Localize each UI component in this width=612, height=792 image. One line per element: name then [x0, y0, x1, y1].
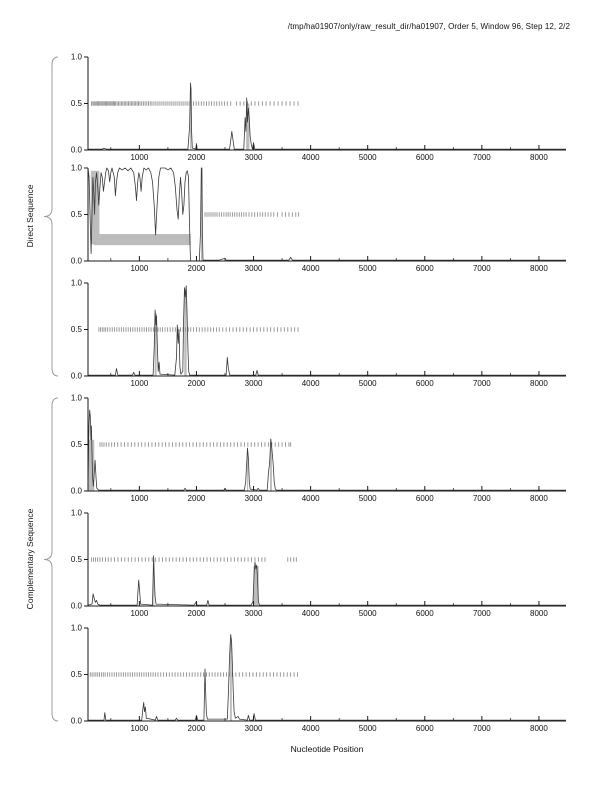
x-tick-label: 4000 — [302, 153, 320, 162]
coding-region-band — [153, 559, 155, 606]
panel-axes — [87, 513, 566, 607]
y-tick-label: 0.5 — [71, 210, 83, 219]
x-tick-label: 7000 — [473, 609, 491, 618]
y-tick-label: 0.0 — [71, 717, 83, 726]
coding-region-band — [88, 439, 95, 491]
x-tick-label: 8000 — [530, 609, 548, 618]
y-tick-label: 1.0 — [71, 164, 83, 173]
y-tick-label: 0.0 — [71, 372, 83, 381]
probability-curve — [88, 285, 566, 376]
coding-region-band — [190, 88, 192, 150]
panel-axes — [87, 168, 566, 262]
x-tick-label: 8000 — [530, 153, 548, 162]
x-tick-label: 3000 — [245, 153, 263, 162]
y-tick-label: 1.0 — [71, 509, 83, 518]
x-tick-label: 8000 — [530, 264, 548, 273]
x-tick-label: 2000 — [188, 609, 206, 618]
panel-axes — [87, 398, 566, 492]
x-tick-label: 1000 — [130, 379, 148, 388]
x-tick-label: 6000 — [416, 724, 434, 733]
coding-region-band — [253, 566, 259, 606]
panel-axes — [87, 628, 566, 722]
x-tick-label: 8000 — [530, 494, 548, 503]
x-tick-label: 3000 — [245, 379, 263, 388]
x-tick-label: 6000 — [416, 609, 434, 618]
probability-curve — [88, 82, 566, 150]
direct-group-brace — [43, 56, 59, 377]
x-tick-label: 6000 — [416, 153, 434, 162]
x-tick-label: 6000 — [416, 264, 434, 273]
x-axis-label: Nucleotide Position — [290, 744, 364, 754]
x-tick-label: 3000 — [245, 494, 263, 503]
x-tick-label: 7000 — [473, 153, 491, 162]
x-tick-label: 7000 — [473, 264, 491, 273]
x-tick-label: 2000 — [188, 264, 206, 273]
y-tick-label: 0.5 — [71, 325, 83, 334]
coding-region-band — [229, 639, 232, 721]
coding-region-band — [93, 234, 191, 246]
probability-curve — [88, 634, 566, 721]
coding-region-band — [246, 103, 250, 150]
x-tick-label: 4000 — [302, 494, 320, 503]
y-tick-label: 1.0 — [71, 624, 83, 633]
x-tick-label: 3000 — [245, 264, 263, 273]
x-tick-label: 5000 — [359, 609, 377, 618]
x-tick-label: 8000 — [530, 379, 548, 388]
coding-region-band — [269, 442, 272, 491]
y-tick-label: 0.0 — [71, 487, 83, 496]
y-tick-label: 0.5 — [71, 555, 83, 564]
x-tick-label: 4000 — [302, 724, 320, 733]
y-tick-label: 0.0 — [71, 257, 83, 266]
coding-region-band — [201, 170, 203, 261]
x-tick-label: 1000 — [130, 264, 148, 273]
x-tick-label: 2000 — [188, 379, 206, 388]
complementary-group-brace — [43, 397, 59, 722]
probability-curve — [87, 409, 566, 491]
x-tick-label: 5000 — [359, 724, 377, 733]
coding-region-band — [184, 289, 187, 376]
x-tick-label: 4000 — [302, 264, 320, 273]
x-tick-label: 4000 — [302, 609, 320, 618]
probability-curve — [87, 555, 566, 606]
panel-axes — [87, 283, 566, 377]
x-tick-label: 1000 — [130, 609, 148, 618]
x-tick-label: 1000 — [130, 724, 148, 733]
x-tick-label: 2000 — [188, 153, 206, 162]
x-tick-label: 7000 — [473, 494, 491, 503]
y-tick-label: 1.0 — [71, 394, 83, 403]
x-tick-label: 5000 — [359, 264, 377, 273]
x-tick-label: 4000 — [302, 379, 320, 388]
coding-region-band — [154, 312, 157, 376]
y-tick-label: 0.5 — [71, 670, 83, 679]
y-tick-label: 0.5 — [71, 99, 83, 108]
x-tick-label: 1000 — [130, 153, 148, 162]
y-tick-label: 0.5 — [71, 440, 83, 449]
y-tick-label: 0.0 — [71, 602, 83, 611]
x-tick-label: 5000 — [359, 379, 377, 388]
x-tick-label: 2000 — [188, 494, 206, 503]
coding-region-band — [247, 451, 249, 491]
x-tick-label: 7000 — [473, 379, 491, 388]
probability-curve — [87, 167, 566, 262]
x-tick-label: 6000 — [416, 379, 434, 388]
x-tick-label: 2000 — [188, 724, 206, 733]
y-tick-label: 0.0 — [71, 146, 83, 155]
plot-title: /tmp/ha01907/only/raw_result_dir/ha01907… — [287, 22, 570, 31]
x-tick-label: 5000 — [359, 494, 377, 503]
x-tick-label: 1000 — [130, 494, 148, 503]
x-tick-label: 8000 — [530, 724, 548, 733]
x-tick-label: 3000 — [245, 609, 263, 618]
x-tick-label: 5000 — [359, 153, 377, 162]
x-tick-label: 7000 — [473, 724, 491, 733]
x-tick-label: 3000 — [245, 724, 263, 733]
x-tick-label: 6000 — [416, 494, 434, 503]
y-tick-label: 1.0 — [71, 53, 83, 62]
y-tick-label: 1.0 — [71, 279, 83, 288]
